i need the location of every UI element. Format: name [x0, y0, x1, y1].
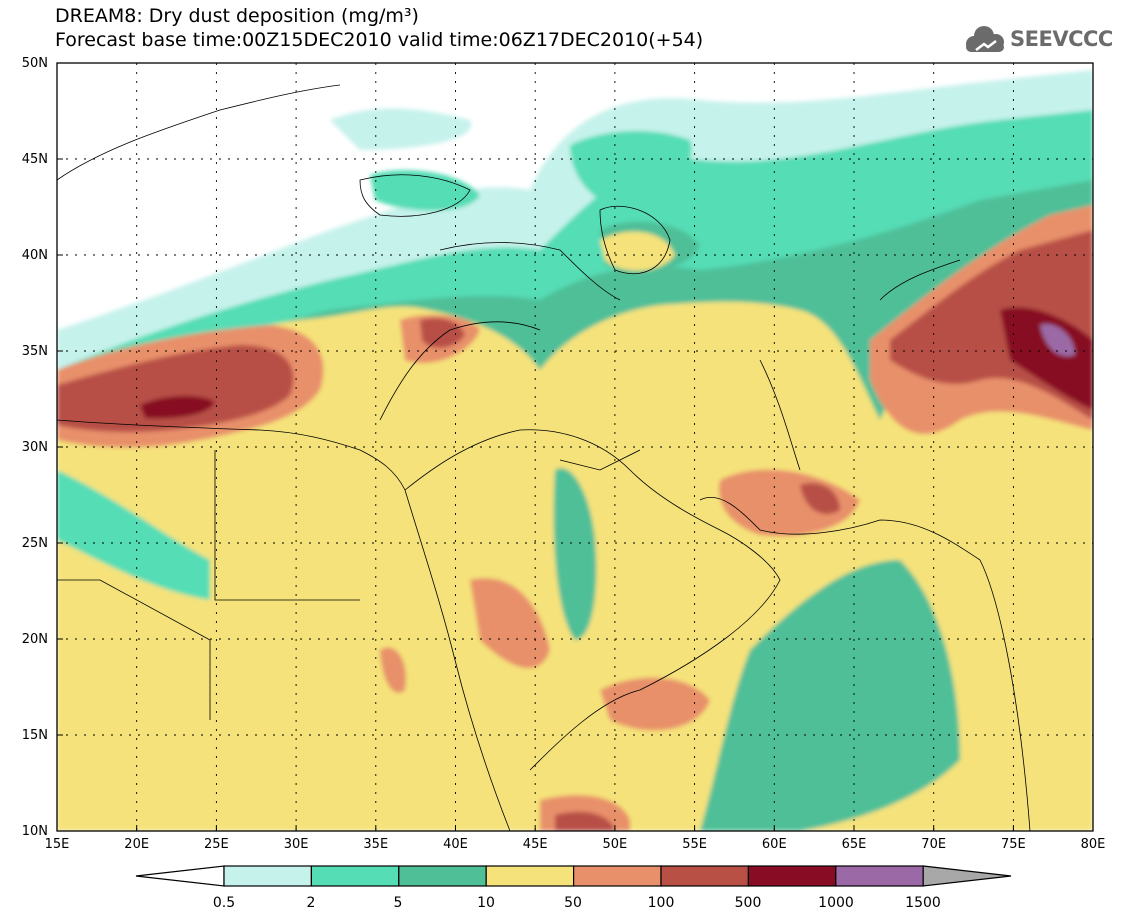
- map-subtitle: Forecast base time:00Z15DEC2010 valid ti…: [55, 29, 704, 51]
- colorbar-swatch: [223, 865, 313, 887]
- colorbar-swatch: [485, 865, 575, 887]
- colorbar-label: 500: [734, 895, 762, 911]
- colorbar-label: 0.5: [212, 895, 236, 911]
- colorbar-swatch: [398, 865, 487, 887]
- colorbar-swatch: [310, 865, 400, 887]
- colorbar-label: 50: [564, 895, 582, 911]
- contour-500: [140, 395, 215, 419]
- lat-label: 40N: [21, 248, 48, 263]
- coastlines: [57, 84, 1031, 831]
- colorbar-label: 1000: [818, 895, 854, 911]
- colorbar-low-arrow: [135, 865, 225, 887]
- colorbar-label: 100: [647, 895, 675, 911]
- graticule: [57, 63, 1093, 831]
- contour-100: [57, 345, 294, 433]
- lon-label: 20E: [124, 837, 150, 852]
- axis-ticks: [56, 62, 1094, 832]
- cloud-icon: [966, 26, 1004, 52]
- lon-label: 30E: [283, 837, 309, 852]
- colorbar-label: 5: [393, 895, 403, 911]
- dust-deposition-map: [56, 62, 1094, 832]
- lat-label: 10N: [21, 824, 48, 839]
- lon-label: 15E: [44, 837, 70, 852]
- lon-label: 65E: [841, 837, 867, 852]
- logo-text: SEEVCCC: [1010, 27, 1113, 51]
- lat-label: 25N: [21, 536, 48, 551]
- lon-label: 70E: [921, 837, 947, 852]
- lat-label: 50N: [21, 56, 48, 71]
- lat-label: 45N: [21, 152, 48, 167]
- lon-label: 75E: [1001, 837, 1026, 852]
- lat-label: 20N: [21, 632, 48, 647]
- colorbar-label: 10: [477, 895, 495, 911]
- lon-label: 35E: [363, 837, 389, 852]
- contour-1000: [1040, 324, 1075, 357]
- lon-label: 80E: [1080, 837, 1106, 852]
- lon-label: 55E: [682, 837, 707, 852]
- lon-label: 50E: [602, 837, 628, 852]
- lon-label: 25E: [204, 837, 229, 852]
- map-title: DREAM8: Dry dust deposition (mg/m³): [55, 5, 419, 27]
- lon-label: 45E: [522, 837, 548, 852]
- colorbar-high-arrow: [922, 865, 1012, 887]
- colorbar-swatch: [572, 865, 662, 887]
- lat-label: 30N: [21, 440, 48, 455]
- colorbar-swatch: [747, 865, 837, 887]
- lat-label: 15N: [21, 728, 48, 743]
- lon-label: 60E: [761, 837, 787, 852]
- lat-label: 35N: [21, 344, 48, 359]
- colorbar-label: 2: [306, 895, 316, 911]
- lon-label: 40E: [443, 837, 468, 852]
- colorbar-swatch: [835, 865, 924, 887]
- colorbar-swatch: [660, 865, 750, 887]
- colorbar-label: 1500: [905, 895, 941, 911]
